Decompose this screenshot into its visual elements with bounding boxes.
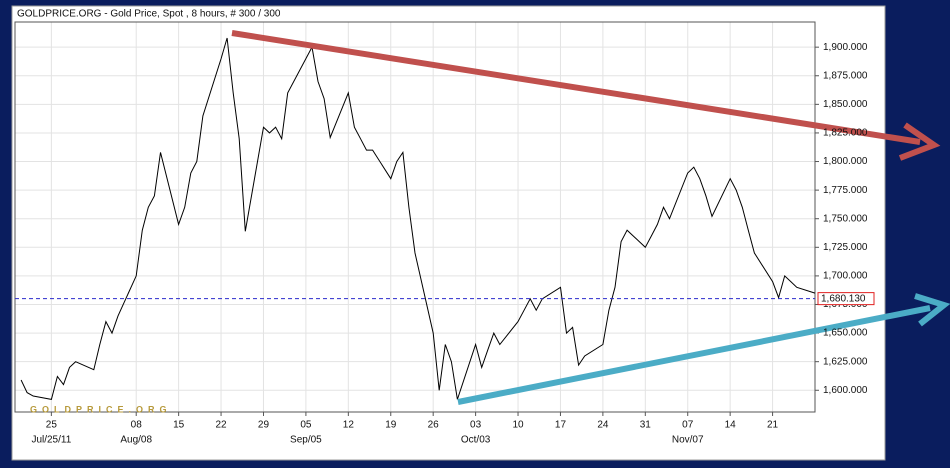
x-major-tick-label: Nov/07 xyxy=(672,435,704,446)
resistance-arrow xyxy=(231,30,921,145)
price-line xyxy=(20,37,816,400)
chart-title: GOLDPRICE.ORG - Gold Price, Spot , 8 hou… xyxy=(17,9,281,20)
x-tick-label: 03 xyxy=(470,420,482,431)
marks xyxy=(15,37,819,416)
y-tick-label: 1,700.000 xyxy=(823,271,868,282)
x-major-tick-label: Jul/25/11 xyxy=(31,435,71,446)
x-tick-label: 31 xyxy=(640,420,652,431)
x-tick-label: 25 xyxy=(46,420,58,431)
reference-label-box xyxy=(817,292,875,306)
reference-label: 1,680.130 xyxy=(821,293,866,304)
x-tick-label: 10 xyxy=(512,420,524,431)
y-tick-label: 1,875.000 xyxy=(823,70,868,81)
y-tick-label: 1,650.000 xyxy=(823,328,868,339)
grid xyxy=(15,22,815,412)
chart-panel xyxy=(11,5,886,461)
support-arrow xyxy=(457,305,931,405)
x-tick-label: 12 xyxy=(343,420,355,431)
x-major-tick-label: Aug/08 xyxy=(120,435,152,446)
y-tick-label: 1,725.000 xyxy=(823,242,868,253)
x-tick-label: 22 xyxy=(215,420,227,431)
y-tick-label: 1,600.000 xyxy=(823,385,868,396)
x-tick-label: 24 xyxy=(597,420,609,431)
x-major-tick-label: Sep/05 xyxy=(290,435,322,446)
x-tick-label: 15 xyxy=(173,420,185,431)
support-arrowhead xyxy=(914,293,950,327)
resistance-arrowhead xyxy=(898,122,941,161)
x-tick-label: 07 xyxy=(682,420,694,431)
x-tick-label: 05 xyxy=(300,420,312,431)
plot-frame xyxy=(14,21,816,413)
y-tick-label: 1,800.000 xyxy=(823,156,868,167)
x-tick-label: 17 xyxy=(555,420,567,431)
y-tick-label: 1,850.000 xyxy=(823,99,868,110)
x-tick-label: 08 xyxy=(131,420,143,431)
x-tick-label: 26 xyxy=(428,420,440,431)
y-tick-label: 1,825.000 xyxy=(823,128,868,139)
y-tick-label: 1,900.000 xyxy=(823,42,868,53)
y-tick-label: 1,775.000 xyxy=(823,185,868,196)
y-tick-label: 1,750.000 xyxy=(823,213,868,224)
trend-arrows xyxy=(231,30,950,405)
x-major-tick-label: Oct/03 xyxy=(461,435,491,446)
x-tick-label: 14 xyxy=(725,420,737,431)
x-tick-label: 19 xyxy=(385,420,397,431)
y-tick-label: 1,625.000 xyxy=(823,356,868,367)
x-tick-label: 21 xyxy=(767,420,779,431)
x-tick-label: 29 xyxy=(258,420,270,431)
watermark: GOLDPRICE.ORG xyxy=(30,404,172,414)
